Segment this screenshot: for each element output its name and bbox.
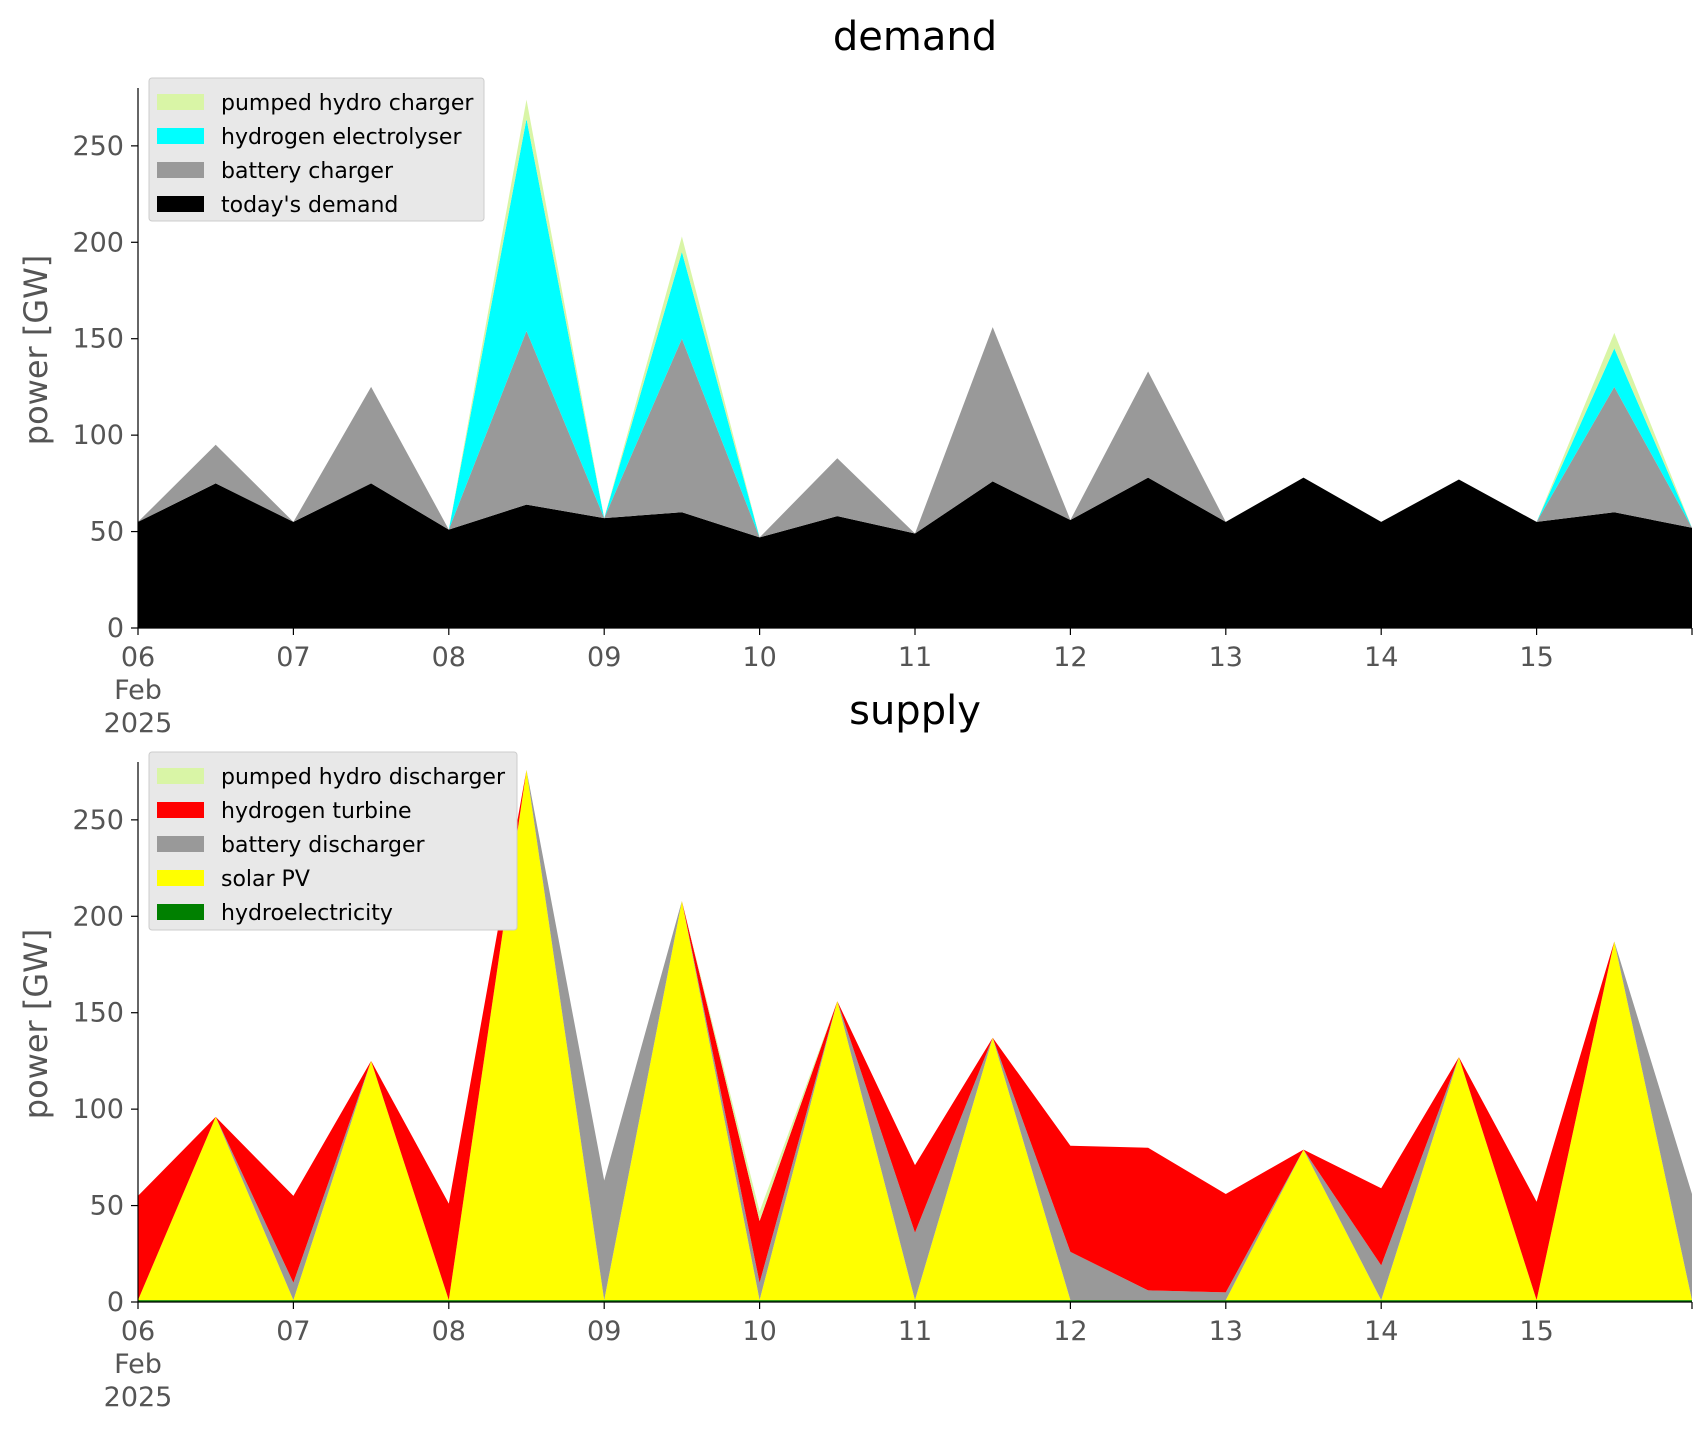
legend-label: today's demand <box>221 193 398 218</box>
y-tick-label: 250 <box>72 805 124 836</box>
demand-areas <box>138 99 1692 628</box>
x-tick-label: 09 <box>587 642 621 673</box>
y-tick-label: 150 <box>72 998 124 1029</box>
demand-title: demand <box>833 14 997 60</box>
x-tick-label: 14 <box>1364 1316 1398 1347</box>
y-tick-label: 150 <box>72 324 124 355</box>
legend-label: hydroelectricity <box>221 901 393 926</box>
x-tick-label: 12 <box>1053 642 1087 673</box>
legend-box <box>148 77 485 222</box>
area-series-1 <box>138 327 1692 538</box>
x-tick-label: 08 <box>432 1316 466 1347</box>
x-tick-label: 06 Feb 2025 <box>104 1316 173 1413</box>
area-series-1 <box>138 769 1692 1301</box>
legend-label: battery discharger <box>221 833 426 858</box>
x-tick-label: 06 Feb 2025 <box>104 642 173 739</box>
y-tick-label: 250 <box>72 131 124 162</box>
y-tick-label: 100 <box>72 420 124 451</box>
legend-box <box>148 751 518 931</box>
supply-title: supply <box>849 688 981 734</box>
x-tick-label: 10 <box>742 1316 776 1347</box>
legend-swatch <box>157 802 204 818</box>
x-tick-label: 07 <box>276 1316 310 1347</box>
legend-swatch <box>157 162 204 178</box>
x-tick-label: 15 <box>1519 1316 1553 1347</box>
legend-swatch <box>157 870 204 886</box>
legend-label: battery charger <box>221 159 394 184</box>
legend-swatch <box>157 94 204 110</box>
x-tick-label: 13 <box>1209 642 1243 673</box>
supply-ylabel: power [GW] <box>17 929 55 1119</box>
area-series-2 <box>138 118 1692 538</box>
x-tick-label: 07 <box>276 642 310 673</box>
demand-axes: 0 50 100 150 200 250 06 Feb 2025 07 08 09 10 11 12 13 14… <box>72 88 1693 739</box>
area-series-3 <box>138 769 1692 1301</box>
demand-ylabel: power [GW] <box>17 255 55 445</box>
supply-legend: pumped hydro discharger hydrogen turbine b… <box>148 751 518 931</box>
y-tick-label: 0 <box>107 1287 124 1318</box>
x-tick-label: 14 <box>1364 642 1398 673</box>
x-tick-label: 13 <box>1209 1316 1243 1347</box>
y-tick-label: 100 <box>72 1094 124 1125</box>
x-tick-label: 09 <box>587 1316 621 1347</box>
x-tick-label: 11 <box>898 642 932 673</box>
legend-swatch <box>157 768 204 784</box>
legend-swatch <box>157 836 204 852</box>
legend-label: hydrogen electrolyser <box>221 125 462 150</box>
demand-panel: demand power [GW] 0 50 100 150 200 250 06 Feb 20… <box>17 14 1693 739</box>
y-tick-label: 0 <box>107 613 124 644</box>
legend-swatch <box>157 196 204 212</box>
supply-panel: supply power [GW] 0 50 100 150 200 250 06 Feb 20… <box>17 688 1693 1413</box>
legend-label: pumped hydro discharger <box>221 765 506 790</box>
y-tick-label: 50 <box>90 1191 124 1222</box>
demand-legend: pumped hydro charger hydrogen electrolyse… <box>148 77 485 222</box>
legend-swatch <box>157 904 204 920</box>
x-tick-label: 15 <box>1519 642 1553 673</box>
y-tick-label: 200 <box>72 227 124 258</box>
legend-label: hydrogen turbine <box>221 799 412 824</box>
x-tick-label: 08 <box>432 642 466 673</box>
legend-label: solar PV <box>221 867 310 892</box>
y-tick-label: 200 <box>72 901 124 932</box>
x-tick-label: 10 <box>742 642 776 673</box>
x-tick-label: 12 <box>1053 1316 1087 1347</box>
area-series-0 <box>138 477 1692 628</box>
y-tick-label: 50 <box>90 517 124 548</box>
legend-swatch <box>157 128 204 144</box>
supply-axes: 0 50 100 150 200 250 06 Feb 2025 07 08 09 10 11 12 13 14… <box>72 762 1693 1413</box>
legend-label: pumped hydro charger <box>221 91 474 116</box>
x-tick-label: 11 <box>898 1316 932 1347</box>
